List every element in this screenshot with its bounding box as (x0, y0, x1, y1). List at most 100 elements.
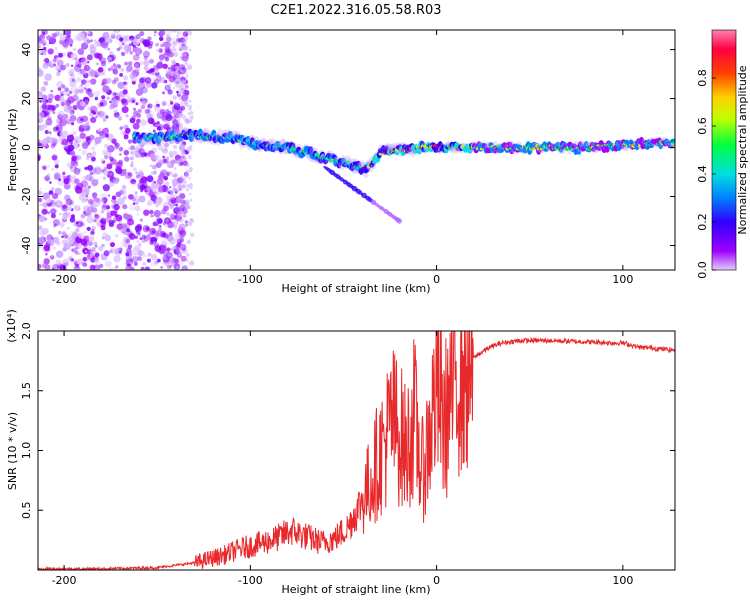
noise-speckle (134, 63, 139, 68)
noise-speckle (164, 142, 169, 148)
noise-speckle (149, 153, 156, 160)
noise-speckle (84, 87, 87, 90)
noise-speckle (81, 142, 89, 149)
noise-speckle (155, 196, 163, 205)
noise-speckle (177, 31, 181, 35)
noise-speckle (109, 51, 114, 56)
noise-speckle (102, 85, 110, 93)
noise-speckle (117, 64, 121, 68)
noise-speckle (113, 210, 118, 215)
noise-speckle (152, 164, 157, 170)
noise-speckle (127, 139, 133, 144)
noise-speckle (68, 183, 71, 186)
noise-speckle (173, 109, 178, 115)
noise-speckle (184, 199, 190, 205)
noise-speckle (45, 252, 48, 256)
noise-speckle (38, 105, 42, 112)
noise-speckle (96, 198, 102, 204)
y-tick-label: 0.5 (20, 502, 33, 520)
ridge-mark (223, 132, 229, 138)
noise-speckle (128, 203, 136, 212)
noise-speckle (148, 68, 153, 73)
noise-speckle (151, 82, 158, 89)
noise-speckle (47, 165, 50, 168)
noise-speckle (174, 193, 178, 197)
noise-speckle (181, 94, 189, 102)
noise-speckle (165, 156, 170, 161)
noise-speckle (127, 218, 135, 226)
noise-speckle (139, 169, 143, 173)
noise-speckle (165, 109, 170, 113)
noise-speckle (94, 40, 101, 47)
noise-speckle (168, 150, 174, 156)
colorbar-tick-label: 0.0 (696, 261, 709, 279)
noise-speckle (144, 266, 151, 270)
noise-speckle (64, 87, 69, 92)
noise-speckle (158, 160, 164, 166)
noise-speckle (181, 265, 188, 270)
noise-speckle (123, 134, 129, 140)
noise-speckle (182, 31, 189, 37)
noise-speckle (88, 246, 91, 250)
noise-speckle (137, 81, 146, 90)
noise-speckle (89, 69, 97, 78)
noise-speckle (49, 255, 55, 260)
noise-speckle (50, 89, 54, 93)
noise-speckle (109, 156, 112, 159)
noise-speckle (41, 37, 45, 41)
noise-speckle (143, 152, 148, 157)
noise-speckle (167, 253, 170, 257)
noise-speckle (139, 31, 145, 37)
noise-speckle (189, 104, 192, 108)
noise-speckle (189, 182, 193, 187)
noise-speckle (79, 132, 87, 140)
noise-speckle (168, 237, 176, 245)
noise-speckle (86, 196, 90, 200)
noise-speckle (47, 239, 55, 246)
noise-speckle (176, 34, 179, 38)
noise-speckle (133, 46, 140, 53)
noise-speckle (77, 48, 85, 55)
snr-line (38, 331, 675, 570)
noise-speckle (182, 183, 186, 188)
noise-speckle (38, 119, 41, 123)
noise-speckle (184, 220, 189, 224)
noise-speckle (135, 67, 141, 72)
noise-speckle (117, 116, 123, 121)
noise-speckle (86, 54, 93, 61)
noise-speckle (133, 147, 141, 155)
noise-speckle (167, 221, 174, 229)
noise-speckle (59, 34, 66, 41)
noise-speckle (94, 266, 100, 270)
noise-speckle (135, 154, 139, 158)
noise-speckle (170, 261, 175, 266)
noise-speckle (94, 244, 98, 248)
noise-speckle (84, 81, 90, 87)
noise-speckle (172, 184, 176, 188)
noise-speckle (110, 158, 117, 165)
noise-speckle (55, 57, 60, 61)
noise-speckle (107, 194, 111, 197)
noise-speckle (137, 182, 145, 190)
noise-speckle (69, 165, 77, 173)
noise-speckle (172, 61, 177, 65)
noise-speckle (99, 102, 104, 107)
noise-speckle (71, 248, 74, 252)
noise-speckle (142, 50, 150, 58)
noise-speckle (53, 172, 61, 179)
noise-speckle (91, 78, 97, 85)
noise-speckle (74, 234, 77, 238)
noise-speckle (67, 233, 73, 239)
noise-speckle (53, 224, 56, 228)
noise-speckle (100, 60, 107, 67)
noise-speckle (118, 190, 124, 195)
noise-speckle (91, 146, 96, 151)
noise-speckle (155, 42, 160, 47)
noise-speckle (122, 223, 128, 229)
noise-speckle (135, 52, 140, 57)
noise-speckle (123, 195, 127, 200)
noise-speckle (104, 260, 112, 268)
noise-speckle (100, 199, 105, 203)
noise-speckle (189, 186, 193, 190)
noise-speckle (82, 222, 85, 225)
